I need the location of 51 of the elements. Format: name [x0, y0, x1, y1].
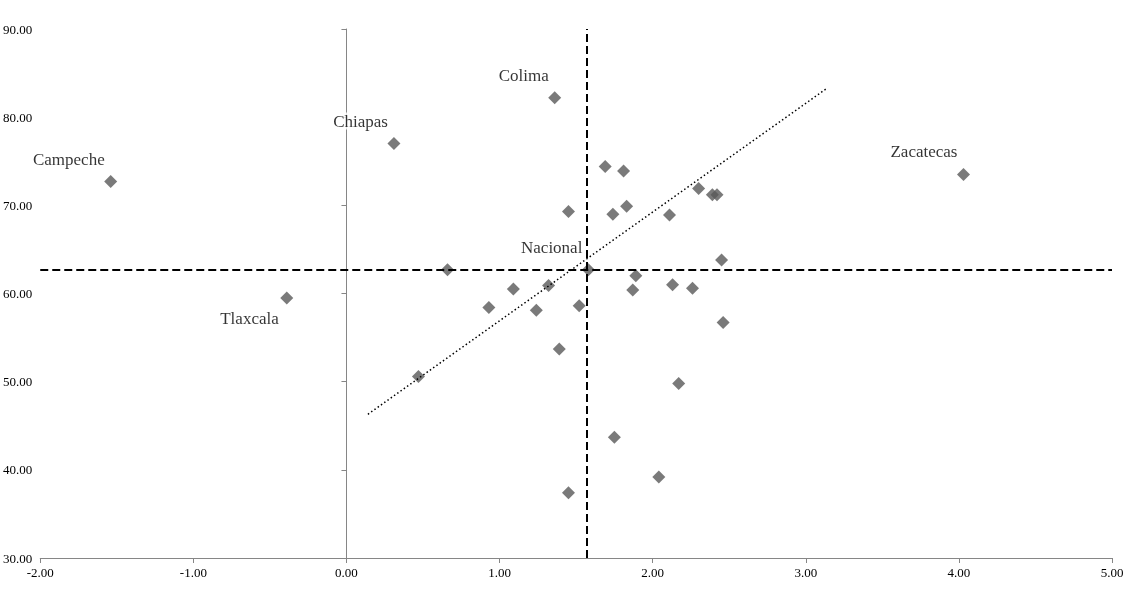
y-tick-label: 80.00 — [3, 109, 33, 125]
annotation: Campeche — [32, 149, 105, 169]
point — [280, 291, 294, 305]
x-tick-label: 1.00 — [488, 565, 511, 580]
annotation: Nacional — [521, 237, 583, 257]
point — [598, 160, 612, 174]
point — [542, 279, 556, 293]
point — [506, 282, 520, 296]
point — [387, 137, 401, 151]
point — [104, 175, 118, 189]
point — [715, 253, 729, 267]
annotation: Chiapas — [333, 111, 388, 131]
point — [482, 301, 496, 315]
point — [956, 167, 970, 181]
point — [529, 303, 543, 317]
point — [666, 278, 680, 292]
point — [710, 188, 724, 202]
point — [561, 486, 575, 500]
y-tick-label: 50.00 — [3, 374, 33, 390]
x-tick-label: 3.00 — [794, 565, 818, 580]
point — [617, 164, 631, 178]
point — [552, 342, 566, 356]
x-tick-label: 5.00 — [1100, 565, 1124, 580]
point — [626, 283, 640, 297]
annotation: Tlaxcala — [220, 308, 280, 328]
y-tick-label: 40.00 — [3, 462, 33, 478]
point — [685, 281, 699, 295]
x-tick-label: 0.00 — [335, 565, 358, 580]
point — [572, 299, 586, 313]
x-tick-label: 2.00 — [641, 565, 665, 580]
y-tick-label: 60.00 — [3, 286, 33, 301]
point — [561, 205, 575, 219]
point — [606, 207, 620, 221]
point — [411, 369, 425, 383]
x-tick-label: -1.00 — [179, 565, 207, 580]
point — [620, 199, 634, 213]
point — [672, 376, 686, 390]
x-tick-label: -2.00 — [26, 565, 54, 580]
y-tick-label: 70.00 — [3, 197, 33, 213]
point — [692, 182, 706, 196]
y-tick-label: 90.00 — [3, 21, 33, 37]
annotation: Zacatecas — [890, 142, 958, 162]
point — [663, 208, 677, 222]
point — [629, 269, 643, 283]
point — [607, 430, 621, 444]
x-tick-label: 4.00 — [947, 565, 971, 580]
point — [716, 316, 730, 330]
point — [652, 470, 666, 484]
annotation: Colima — [498, 65, 550, 85]
y-tick-label: 30.00 — [3, 550, 33, 566]
point — [548, 91, 562, 105]
